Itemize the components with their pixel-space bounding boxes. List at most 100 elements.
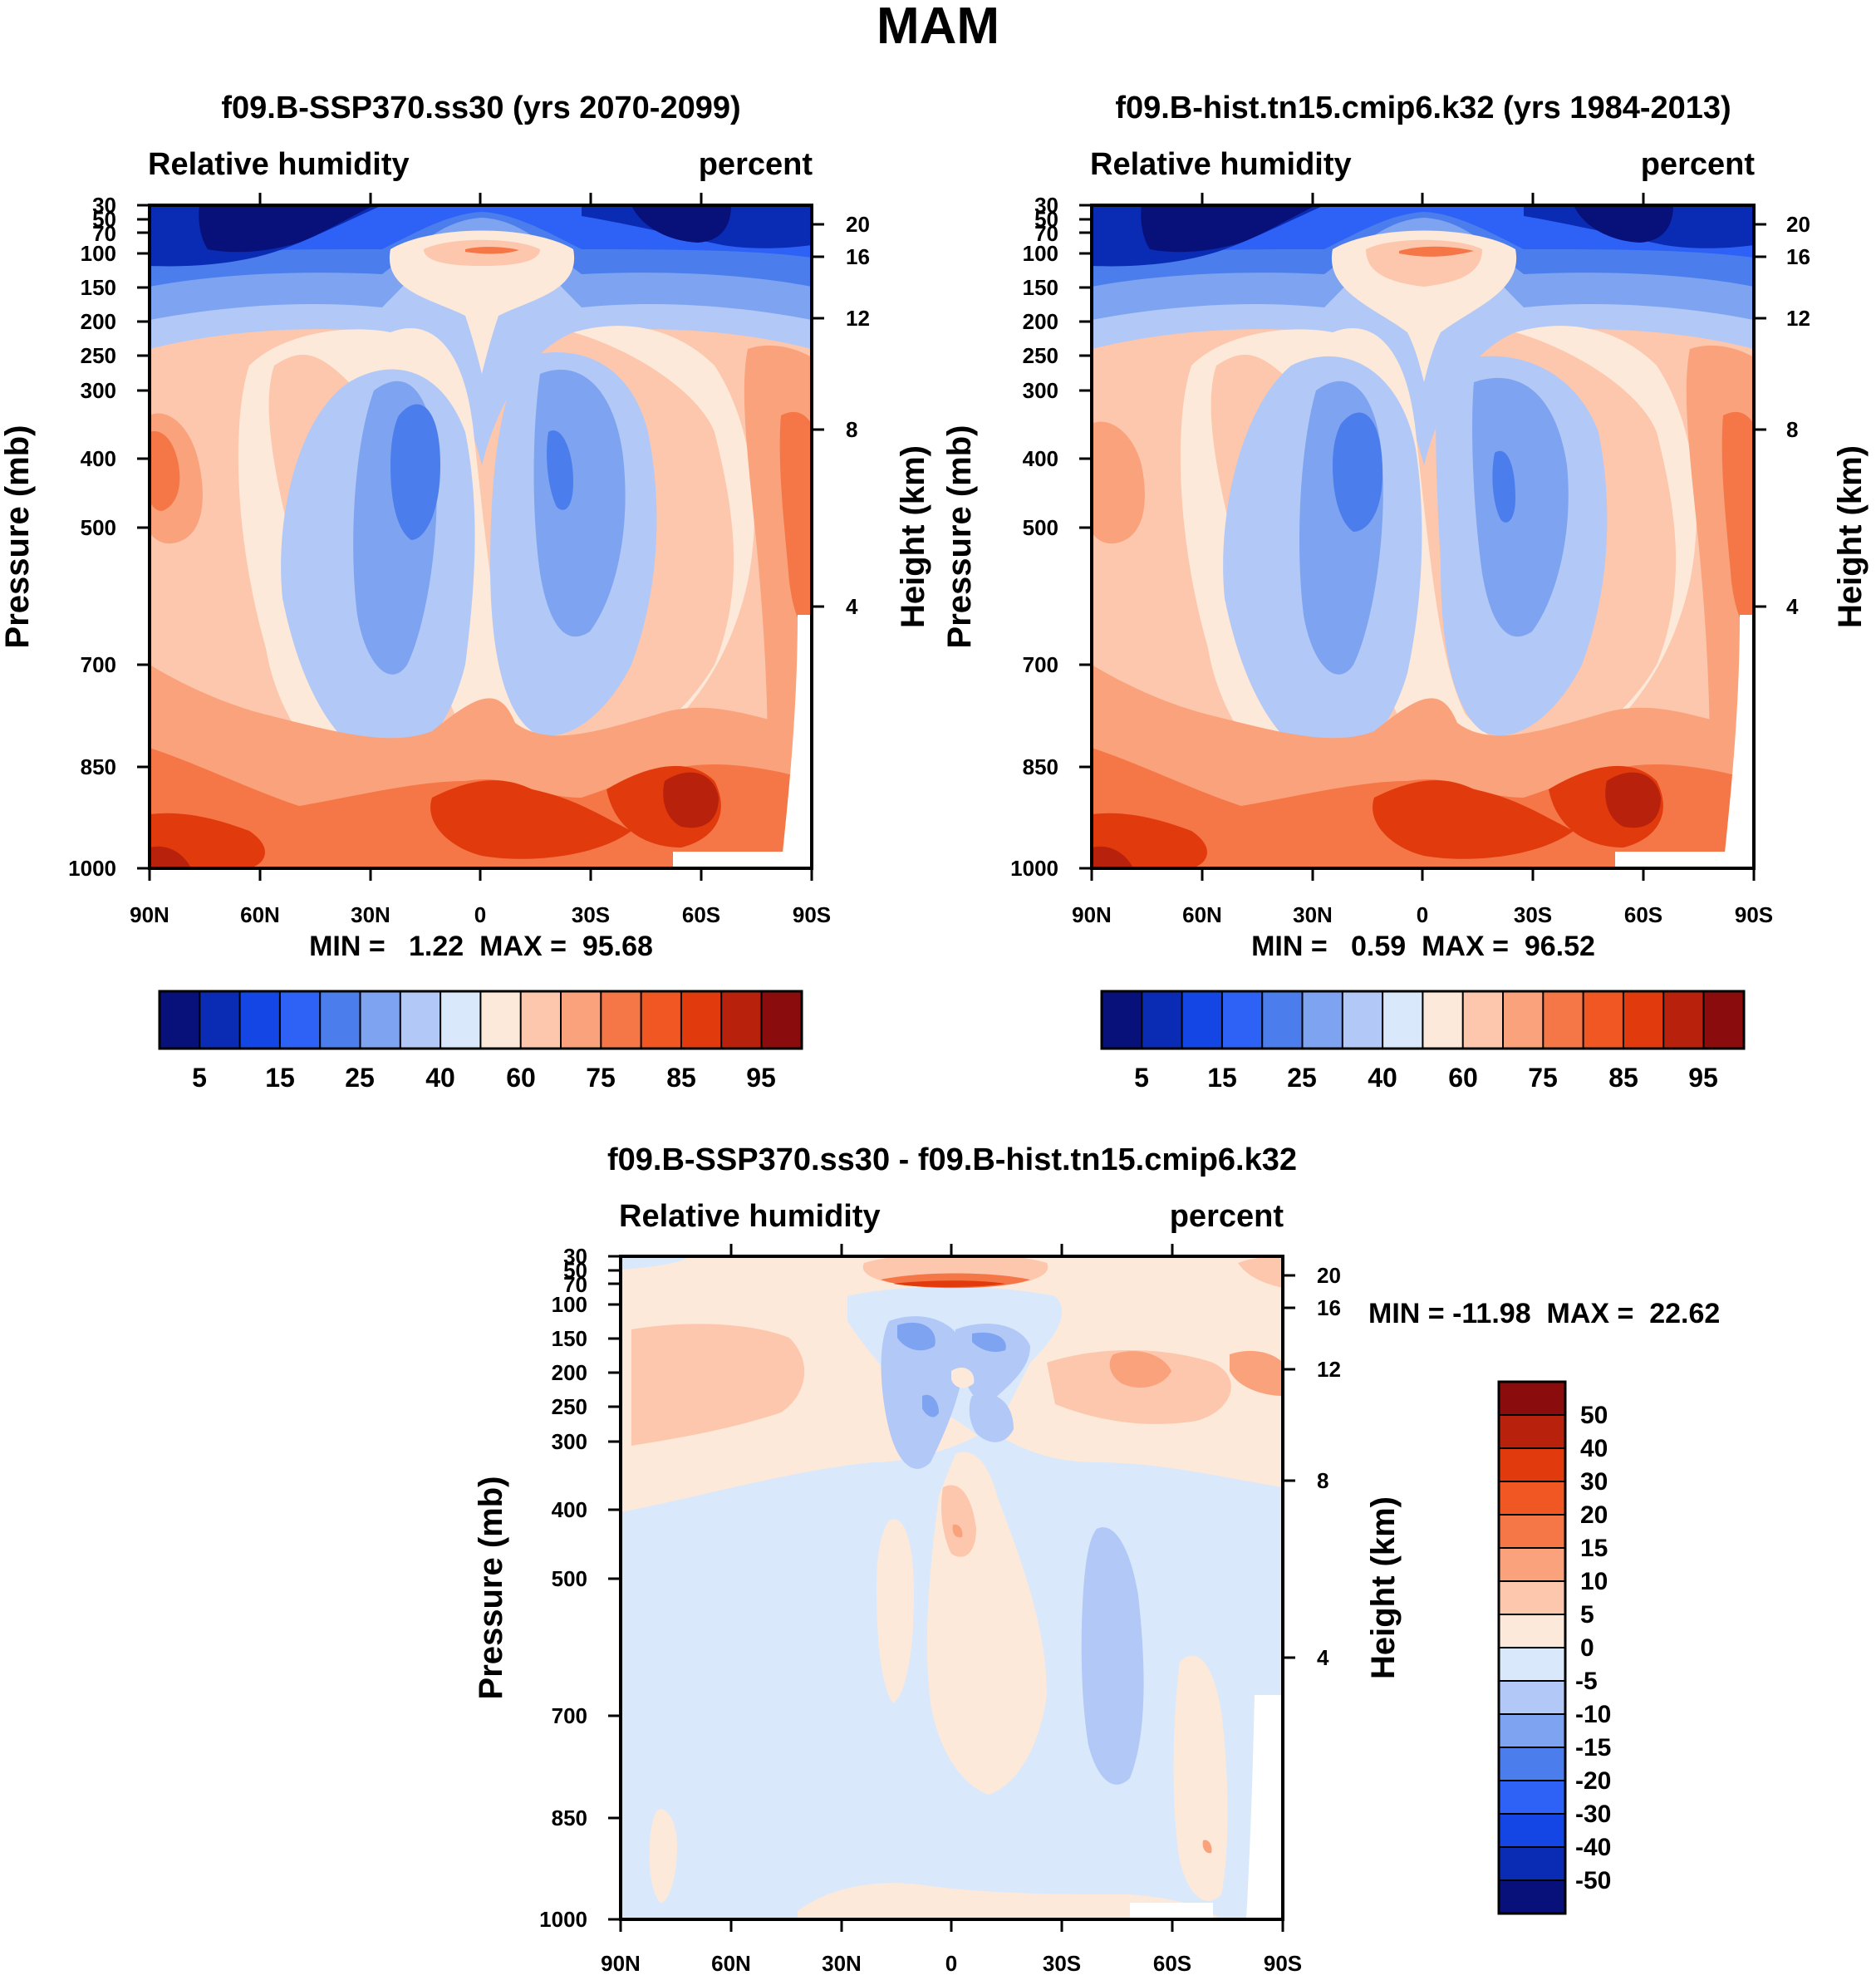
y-tick-label: 400: [81, 446, 116, 471]
colorbar-swatch: [1499, 1681, 1565, 1714]
colorbar-label: 5: [1580, 1601, 1594, 1629]
y-tick-label: 400: [1023, 446, 1058, 471]
units-label: percent: [1641, 147, 1756, 182]
y-tick-label: 150: [81, 275, 116, 300]
y-tick-label: 30: [563, 1244, 587, 1269]
contour-field: [1092, 205, 1754, 868]
height-tick-label: 16: [1317, 1295, 1341, 1320]
panel-difference: f09.B-SSP370.ss30 - f09.B-hist.tn15.cmip…: [473, 1142, 1720, 1976]
height-tick-label: 4: [1786, 594, 1799, 619]
colorbar-label: -10: [1575, 1701, 1611, 1728]
colorbar-swatch: [1142, 991, 1182, 1049]
x-tick-label: 0: [945, 1951, 957, 1976]
colorbar-swatch: [520, 991, 561, 1049]
y-axis-title: Pressure (mb): [941, 425, 978, 649]
y-tick-label: 100: [81, 241, 116, 266]
height-tick-label: 12: [1317, 1357, 1341, 1382]
colorbar-swatch: [1499, 1814, 1565, 1847]
x-tick-label: 60S: [1624, 902, 1662, 927]
height-tick-label: 16: [846, 244, 870, 269]
colorbar-label: 40: [425, 1063, 455, 1093]
colorbar-swatch: [1499, 1448, 1565, 1481]
x-tick-label: 30N: [1293, 902, 1333, 927]
colorbar-label: 25: [1287, 1063, 1317, 1093]
units-label: percent: [1170, 1199, 1284, 1234]
x-tick-label: 0: [474, 902, 486, 927]
colorbar-label: 60: [1448, 1063, 1478, 1093]
x-tick-label: 90N: [601, 1951, 641, 1976]
y-tick-label: 300: [1023, 378, 1058, 403]
y-tick-label: 500: [552, 1566, 587, 1591]
panel-ssp370: f09.B-SSP370.ss30 (yrs 2070-2099) Relati…: [0, 91, 931, 1093]
colorbar-label: 5: [192, 1063, 207, 1093]
colorbar-label: 15: [265, 1063, 295, 1093]
colorbar-label: 25: [345, 1063, 375, 1093]
y-tick-label: 1000: [1010, 856, 1058, 881]
colorbar-label: 40: [1580, 1435, 1608, 1462]
colorbar-label: 30: [1580, 1468, 1608, 1496]
colorbar-swatch: [641, 991, 681, 1049]
colorbar-swatch: [1342, 991, 1383, 1049]
colorbar-label: -40: [1575, 1834, 1611, 1861]
colorbar-swatch: [1462, 991, 1503, 1049]
colorbar-swatch: [1499, 1847, 1565, 1880]
colorbar-swatch: [1583, 991, 1623, 1049]
colorbar-label: -30: [1575, 1801, 1611, 1828]
colorbar-label: 15: [1580, 1535, 1608, 1562]
units-label: percent: [699, 147, 813, 182]
height-tick-label: 8: [1317, 1468, 1328, 1493]
x-tick-label: 30N: [822, 1951, 862, 1976]
height-tick-label: 16: [1786, 244, 1810, 269]
colorbar-label: 20: [1580, 1501, 1608, 1529]
colorbar-swatch: [1221, 991, 1263, 1049]
height-tick-label: 20: [1317, 1263, 1341, 1288]
colorbar-label: 5: [1134, 1063, 1149, 1093]
colorbar-swatch: [360, 991, 400, 1049]
height-axis-title: Height (km): [895, 445, 931, 628]
colorbar-swatch: [680, 991, 722, 1049]
colorbar-swatch: [320, 991, 361, 1049]
height-tick-label: 8: [846, 417, 857, 442]
colorbar-label: 15: [1207, 1063, 1237, 1093]
min-max-label: MIN = 0.59 MAX = 96.52: [1251, 931, 1595, 962]
contour-field: [150, 205, 812, 868]
colorbar-swatch: [1499, 1481, 1565, 1515]
height-tick-label: 12: [1786, 306, 1810, 331]
colorbar-swatch: [761, 991, 802, 1049]
y-tick-label: 300: [81, 378, 116, 403]
colorbar-swatch: [1499, 1781, 1565, 1814]
colorbar-swatch: [279, 991, 321, 1049]
colorbar-swatch: [160, 991, 200, 1049]
y-tick-label: 250: [552, 1394, 587, 1419]
colorbar-swatch: [1543, 991, 1584, 1049]
y-axis-title: Pressure (mb): [0, 425, 36, 649]
y-axis: 30 50 70 100 150 200 250 300 400 500 700…: [68, 193, 150, 881]
y-tick-label: 50: [1034, 207, 1058, 232]
y-tick-label: 200: [81, 309, 116, 334]
y-tick-label: 250: [81, 343, 116, 368]
y-tick-label: 70: [1034, 221, 1058, 246]
y-tick-label: 100: [1023, 241, 1058, 266]
colorbar-swatch: [199, 991, 240, 1049]
colorbar-label: -5: [1575, 1668, 1598, 1695]
y-tick-label: 50: [92, 207, 116, 232]
colorbar-swatch: [1499, 1747, 1565, 1781]
colorbar-swatch: [1422, 991, 1463, 1049]
y-tick-label: 250: [1023, 343, 1058, 368]
x-tick-label: 0: [1417, 902, 1428, 927]
x-tick-label: 60S: [682, 902, 720, 927]
x-tick-label: 30S: [572, 902, 610, 927]
y-tick-label: 700: [552, 1703, 587, 1728]
colorbar-label: 10: [1580, 1568, 1608, 1595]
y-tick-label: 70: [563, 1272, 587, 1297]
x-tick-label: 90S: [793, 902, 831, 927]
colorbar-swatch: [1102, 991, 1142, 1049]
height-axis-title: Height (km): [1832, 445, 1869, 628]
x-axis: 90N 60N 30N 0 30S 60S 90S: [1072, 193, 1773, 927]
y-tick-label: 150: [1023, 275, 1058, 300]
panel-title: f09.B-SSP370.ss30 (yrs 2070-2099): [221, 91, 740, 125]
colorbar-label: 0: [1580, 1634, 1594, 1662]
colorbar-swatch: [1703, 991, 1744, 1049]
height-tick-label: 20: [1786, 212, 1810, 237]
